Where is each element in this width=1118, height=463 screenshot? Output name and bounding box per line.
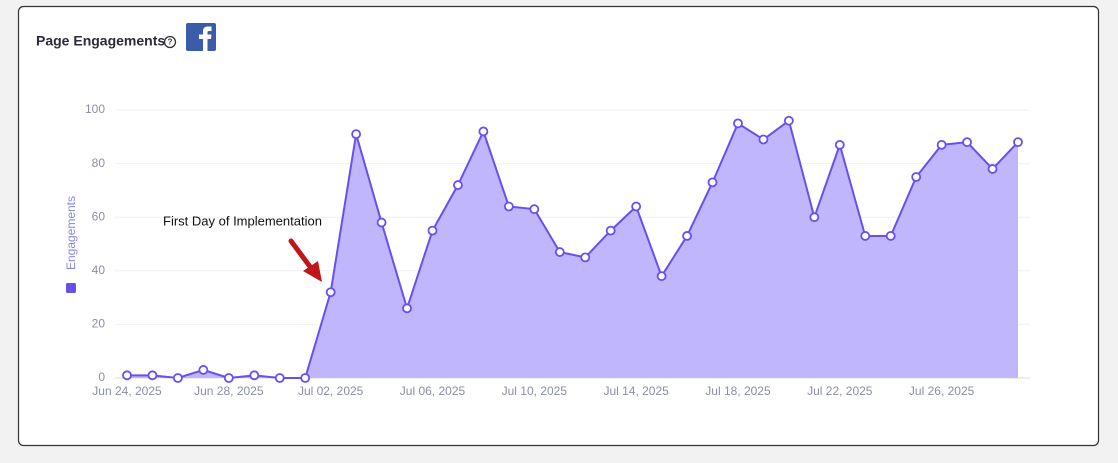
point	[249, 370, 260, 381]
x-tick-label: Jul 18, 2025	[705, 384, 771, 398]
y-tick-label: 80	[92, 156, 106, 170]
point	[274, 373, 285, 383]
point	[173, 373, 183, 383]
point	[198, 365, 209, 375]
y-tick-label: 20	[92, 317, 106, 331]
annotation: First Day of Implementation	[163, 213, 322, 228]
x-tick-label: Jul 26, 2025	[909, 384, 975, 398]
point	[783, 115, 794, 126]
point	[834, 139, 845, 150]
x-tick-label: Jun 24, 2025	[92, 384, 162, 398]
point	[707, 177, 718, 188]
point	[682, 231, 692, 241]
point	[376, 217, 387, 228]
point	[1013, 137, 1023, 148]
y-tick-label: 100	[85, 102, 105, 116]
y-tick-label: 40	[92, 263, 106, 277]
point	[885, 231, 896, 241]
annotation-arrow	[288, 238, 322, 282]
point	[987, 164, 998, 174]
x-tick-label: Jul 22, 2025	[807, 384, 873, 398]
point	[860, 231, 871, 241]
point	[631, 201, 642, 212]
point	[580, 252, 591, 263]
point	[529, 204, 540, 215]
legend-label: Engagements	[64, 196, 78, 270]
legend-swatch	[66, 283, 76, 293]
area	[127, 120, 1018, 378]
x-tick-label: Jul 06, 2025	[400, 384, 466, 398]
x-tick-label: Jul 10, 2025	[502, 384, 568, 398]
point	[122, 370, 132, 381]
point	[809, 212, 820, 223]
point	[503, 201, 514, 212]
point	[962, 137, 972, 148]
x-tick-label: Jul 14, 2025	[603, 384, 669, 398]
help-icon[interactable]: ?	[163, 35, 177, 49]
point	[554, 247, 565, 257]
point	[605, 225, 616, 236]
point	[733, 118, 743, 129]
point	[402, 303, 412, 314]
y-tick-label: 0	[98, 370, 105, 384]
point	[453, 180, 463, 190]
point	[478, 126, 489, 137]
point	[223, 373, 234, 383]
x-tick-label: Jul 02, 2025	[298, 384, 364, 398]
point	[936, 139, 947, 150]
y-tick-label: 60	[92, 209, 106, 223]
point	[351, 129, 362, 140]
chart-title: Page Engagements	[36, 33, 165, 49]
point	[758, 134, 769, 145]
point	[300, 373, 311, 383]
point	[325, 287, 336, 298]
x-tick-label: Jun 28, 2025	[194, 384, 264, 398]
point	[427, 225, 438, 236]
facebook-icon[interactable]	[186, 23, 216, 51]
point	[911, 172, 922, 182]
point	[147, 370, 158, 381]
point	[656, 271, 667, 282]
svg-text:?: ?	[168, 38, 173, 47]
